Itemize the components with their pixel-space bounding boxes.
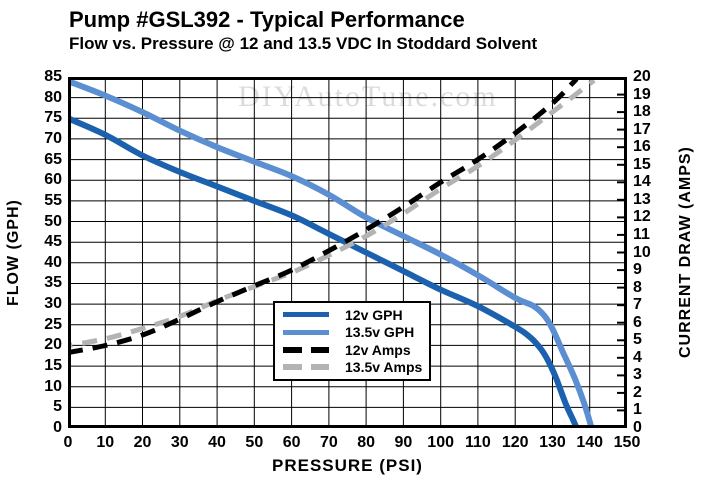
y-right-tick-label: 5 [633,331,642,349]
watermark-text: DIYAutoTune.com [238,80,498,113]
chart-subtitle: Flow vs. Pressure @ 12 and 13.5 VDC In S… [69,34,538,53]
y-right-tick-label: 14 [633,173,651,191]
y-left-tick-label: 45 [44,233,62,251]
x-tick-label: 20 [133,434,152,451]
y-right-tick-label: 7 [633,296,642,314]
legend-solid-line-swatch [283,329,329,335]
y-right-tick-label: 8 [633,278,642,296]
y-left-tick-label: 30 [44,295,62,313]
x-tick-label: 90 [394,434,413,451]
y-right-tick-label: 17 [633,120,651,138]
y-right-tick-label: 10 [633,243,651,261]
x-tick-label: 70 [319,434,338,451]
legend: 12v GPH 13.5v GPH 12v Amps 13.5v Amps [273,301,431,381]
y-left-tick-label: 20 [44,336,62,354]
series-12v-amps [68,77,579,355]
y-left-tick-label: 80 [44,88,62,106]
y-left-tick-label: 40 [44,253,62,271]
y-axis-right-title: CURRENT DRAW (AMPS) [677,146,694,359]
y-right-tick-label: 20 [633,68,651,85]
x-tick-label: 100 [427,434,454,451]
y-left-tick-label: 85 [44,68,62,85]
x-tick-label: 130 [539,434,566,451]
legend-item: 13.5v Amps [275,359,429,375]
x-tick-label: 10 [96,434,115,451]
series-12v-gph [68,115,580,428]
x-tick-label: 60 [282,434,301,451]
y-left-tick-label: 55 [44,191,62,209]
y-left-tick-label: 15 [44,357,62,375]
y-right-tick-label: 13 [633,190,651,208]
legend-solid-line-swatch [283,312,329,318]
y-right-tick-label: 2 [633,383,642,401]
y-right-tick-label: 15 [633,155,651,173]
legend-dashed-line-swatch [283,346,329,353]
y-left-tick-label: 65 [44,150,62,168]
series-13.5v-amps [70,78,596,348]
y-left-tick-label: 50 [44,212,62,230]
y-right-tick-label: 12 [633,208,651,226]
legend-dashed-line-swatch [283,364,329,371]
y-right-tick-label: 9 [633,261,642,279]
y-left-tick-label: 5 [53,398,62,416]
x-tick-label: 40 [208,434,226,451]
legend-label: 13.5v Amps [345,359,423,376]
x-tick-label: 0 [63,434,73,451]
legend-item: 12v GPH [275,307,429,323]
y-right-tick-label: 1 [633,401,642,419]
y-left-tick-label: 25 [44,315,62,333]
legend-label: 13.5v GPH [345,324,415,341]
y-right-tick-label: 11 [633,225,650,243]
y-left-tick-label: 75 [44,109,62,127]
y-right-tick-label: 6 [633,313,642,331]
y-axis-left-title: FLOW (GPH) [5,199,22,306]
y-right-tick-label: 19 [633,85,651,103]
y-right-tick-label: 4 [633,348,642,366]
series-13.5v-gph [68,78,595,428]
y-left-tick-label: 0 [53,419,62,436]
chart-title: Pump #GSL392 - Typical Performance [69,7,465,32]
y-right-tick-label: 16 [633,138,651,156]
x-tick-label: 140 [576,434,604,451]
y-left-tick-label: 10 [44,377,62,395]
legend-item: 13.5v GPH [275,324,429,340]
y-right-tick-label: 0 [633,419,642,436]
x-tick-label: 50 [245,434,264,451]
x-tick-label: 150 [613,434,641,451]
y-right-tick-label: 3 [633,366,642,384]
legend-item: 12v Amps [275,342,429,358]
legend-label: 12v Amps [345,341,411,358]
legend-label: 12v GPH [345,306,403,323]
x-tick-label: 110 [465,434,491,451]
y-left-tick-label: 60 [44,171,62,189]
x-tick-label: 80 [357,434,376,451]
x-tick-label: 30 [170,434,189,451]
x-tick-label: 120 [501,434,529,451]
x-axis-title: PRESSURE (PSI) [272,456,423,475]
y-left-tick-label: 70 [44,129,62,147]
plot-area [68,77,627,428]
y-left-tick-label: 35 [44,274,62,292]
y-right-tick-label: 18 [633,103,651,121]
